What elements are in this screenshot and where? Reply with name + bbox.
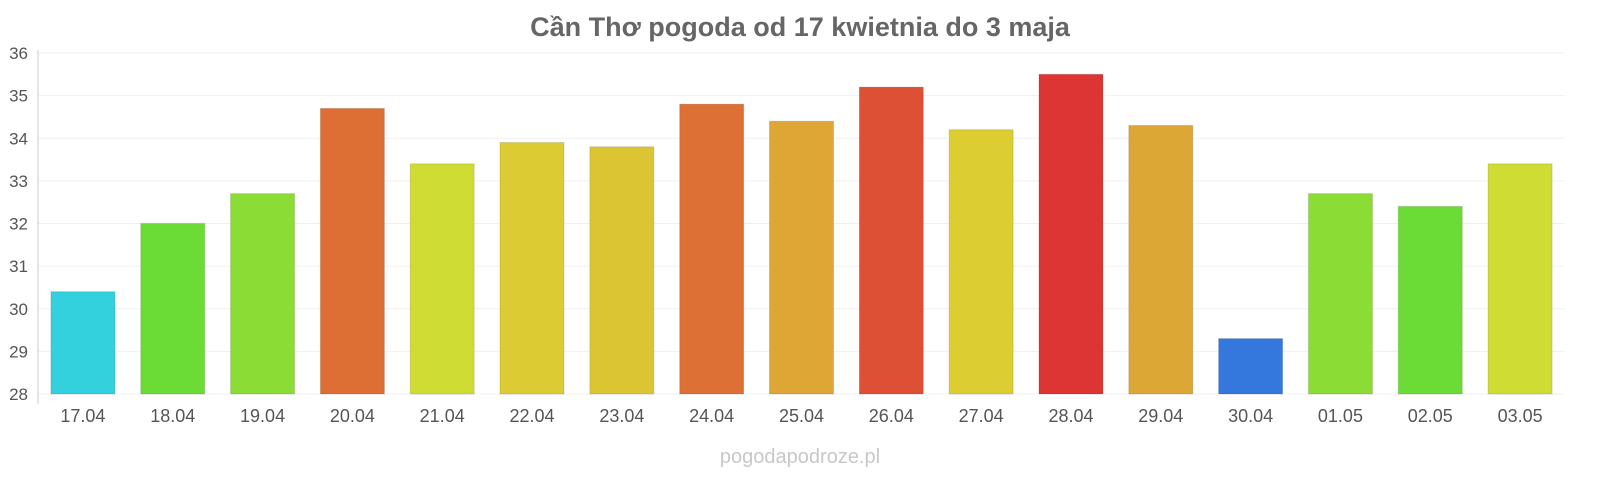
bar-02.05 bbox=[1397, 205, 1463, 395]
bar-17.04 bbox=[50, 291, 116, 395]
bar-26.04 bbox=[858, 86, 924, 395]
x-tick-label: 29.04 bbox=[1138, 406, 1183, 426]
bar-01.05 bbox=[1307, 193, 1373, 395]
x-tick-label: 25.04 bbox=[779, 406, 824, 426]
x-tick-label: 30.04 bbox=[1228, 406, 1273, 426]
bar-28.04 bbox=[1038, 73, 1104, 395]
x-tick-label: 26.04 bbox=[869, 406, 914, 426]
y-tick-label: 30 bbox=[9, 300, 28, 319]
bar-03.05 bbox=[1487, 163, 1553, 395]
bar-19.04 bbox=[230, 193, 296, 395]
y-tick-label: 36 bbox=[9, 44, 28, 63]
bar-23.04 bbox=[589, 146, 655, 395]
x-tick-label: 01.05 bbox=[1318, 406, 1363, 426]
x-tick-label: 19.04 bbox=[240, 406, 285, 426]
y-tick-label: 31 bbox=[9, 257, 28, 276]
y-tick-label: 29 bbox=[9, 342, 28, 361]
y-tick-label: 28 bbox=[9, 385, 28, 404]
x-tick-label: 17.04 bbox=[60, 406, 105, 426]
x-tick-label: 18.04 bbox=[150, 406, 195, 426]
bar-25.04 bbox=[769, 120, 834, 395]
x-tick-label: 20.04 bbox=[330, 406, 375, 426]
x-tick-label: 23.04 bbox=[599, 406, 644, 426]
x-tick-label: 24.04 bbox=[689, 406, 734, 426]
y-tick-label: 35 bbox=[9, 87, 28, 106]
y-tick-label: 34 bbox=[9, 129, 28, 148]
bar-21.04 bbox=[409, 163, 475, 395]
bar-20.04 bbox=[319, 107, 385, 395]
x-tick-label: 22.04 bbox=[510, 406, 555, 426]
x-tick-label: 02.05 bbox=[1408, 406, 1453, 426]
bar-29.04 bbox=[1128, 124, 1194, 395]
watermark: pogodapodroze.pl bbox=[720, 446, 880, 468]
y-tick-label: 32 bbox=[9, 215, 28, 234]
bar-24.04 bbox=[679, 103, 745, 395]
bar-27.04 bbox=[948, 129, 1014, 395]
x-tick-label: 27.04 bbox=[959, 406, 1004, 426]
x-tick-label: 21.04 bbox=[420, 406, 465, 426]
bar-22.04 bbox=[499, 142, 565, 395]
chart-title: Cần Thơ pogoda od 17 kwietnia do 3 maja bbox=[530, 12, 1071, 42]
bar-18.04 bbox=[140, 223, 206, 395]
x-tick-label: 28.04 bbox=[1048, 406, 1093, 426]
y-tick-label: 33 bbox=[9, 172, 28, 191]
x-tick-label: 03.05 bbox=[1498, 406, 1543, 426]
bar-30.04 bbox=[1218, 338, 1284, 395]
